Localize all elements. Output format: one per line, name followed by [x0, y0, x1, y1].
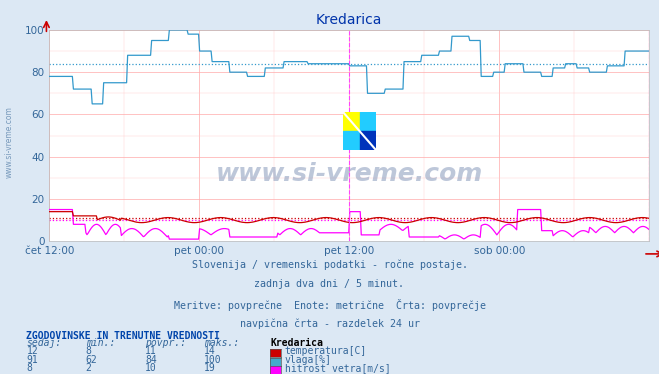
Text: 14: 14 [204, 346, 216, 356]
Text: hitrost vetra[m/s]: hitrost vetra[m/s] [285, 364, 390, 373]
Text: www.si-vreme.com: www.si-vreme.com [215, 162, 483, 186]
Text: 62: 62 [86, 355, 98, 365]
Text: Meritve: povprečne  Enote: metrične  Črta: povprečje: Meritve: povprečne Enote: metrične Črta:… [173, 299, 486, 311]
Text: 12: 12 [26, 346, 38, 356]
Text: 2: 2 [86, 364, 92, 373]
Text: 10: 10 [145, 364, 157, 373]
Text: 100: 100 [204, 355, 222, 365]
Text: navpična črta - razdelek 24 ur: navpična črta - razdelek 24 ur [239, 318, 420, 329]
Text: sedaj:: sedaj: [26, 338, 61, 348]
Text: ZGODOVINSKE IN TRENUTNE VREDNOSTI: ZGODOVINSKE IN TRENUTNE VREDNOSTI [26, 331, 220, 341]
Text: 11: 11 [145, 346, 157, 356]
Title: Kredarica: Kredarica [316, 13, 382, 27]
Text: zadnja dva dni / 5 minut.: zadnja dva dni / 5 minut. [254, 279, 405, 289]
Text: Kredarica: Kredarica [270, 338, 323, 348]
Text: min.:: min.: [86, 338, 115, 348]
Text: temperatura[C]: temperatura[C] [285, 346, 367, 356]
Text: 19: 19 [204, 364, 216, 373]
Text: 84: 84 [145, 355, 157, 365]
Text: 91: 91 [26, 355, 38, 365]
Text: povpr.:: povpr.: [145, 338, 186, 348]
Text: Slovenija / vremenski podatki - ročne postaje.: Slovenija / vremenski podatki - ročne po… [192, 260, 467, 270]
Text: 8: 8 [86, 346, 92, 356]
Text: www.si-vreme.com: www.si-vreme.com [5, 106, 14, 178]
Text: 8: 8 [26, 364, 32, 373]
Text: maks.:: maks.: [204, 338, 239, 348]
Text: vlaga[%]: vlaga[%] [285, 355, 331, 365]
